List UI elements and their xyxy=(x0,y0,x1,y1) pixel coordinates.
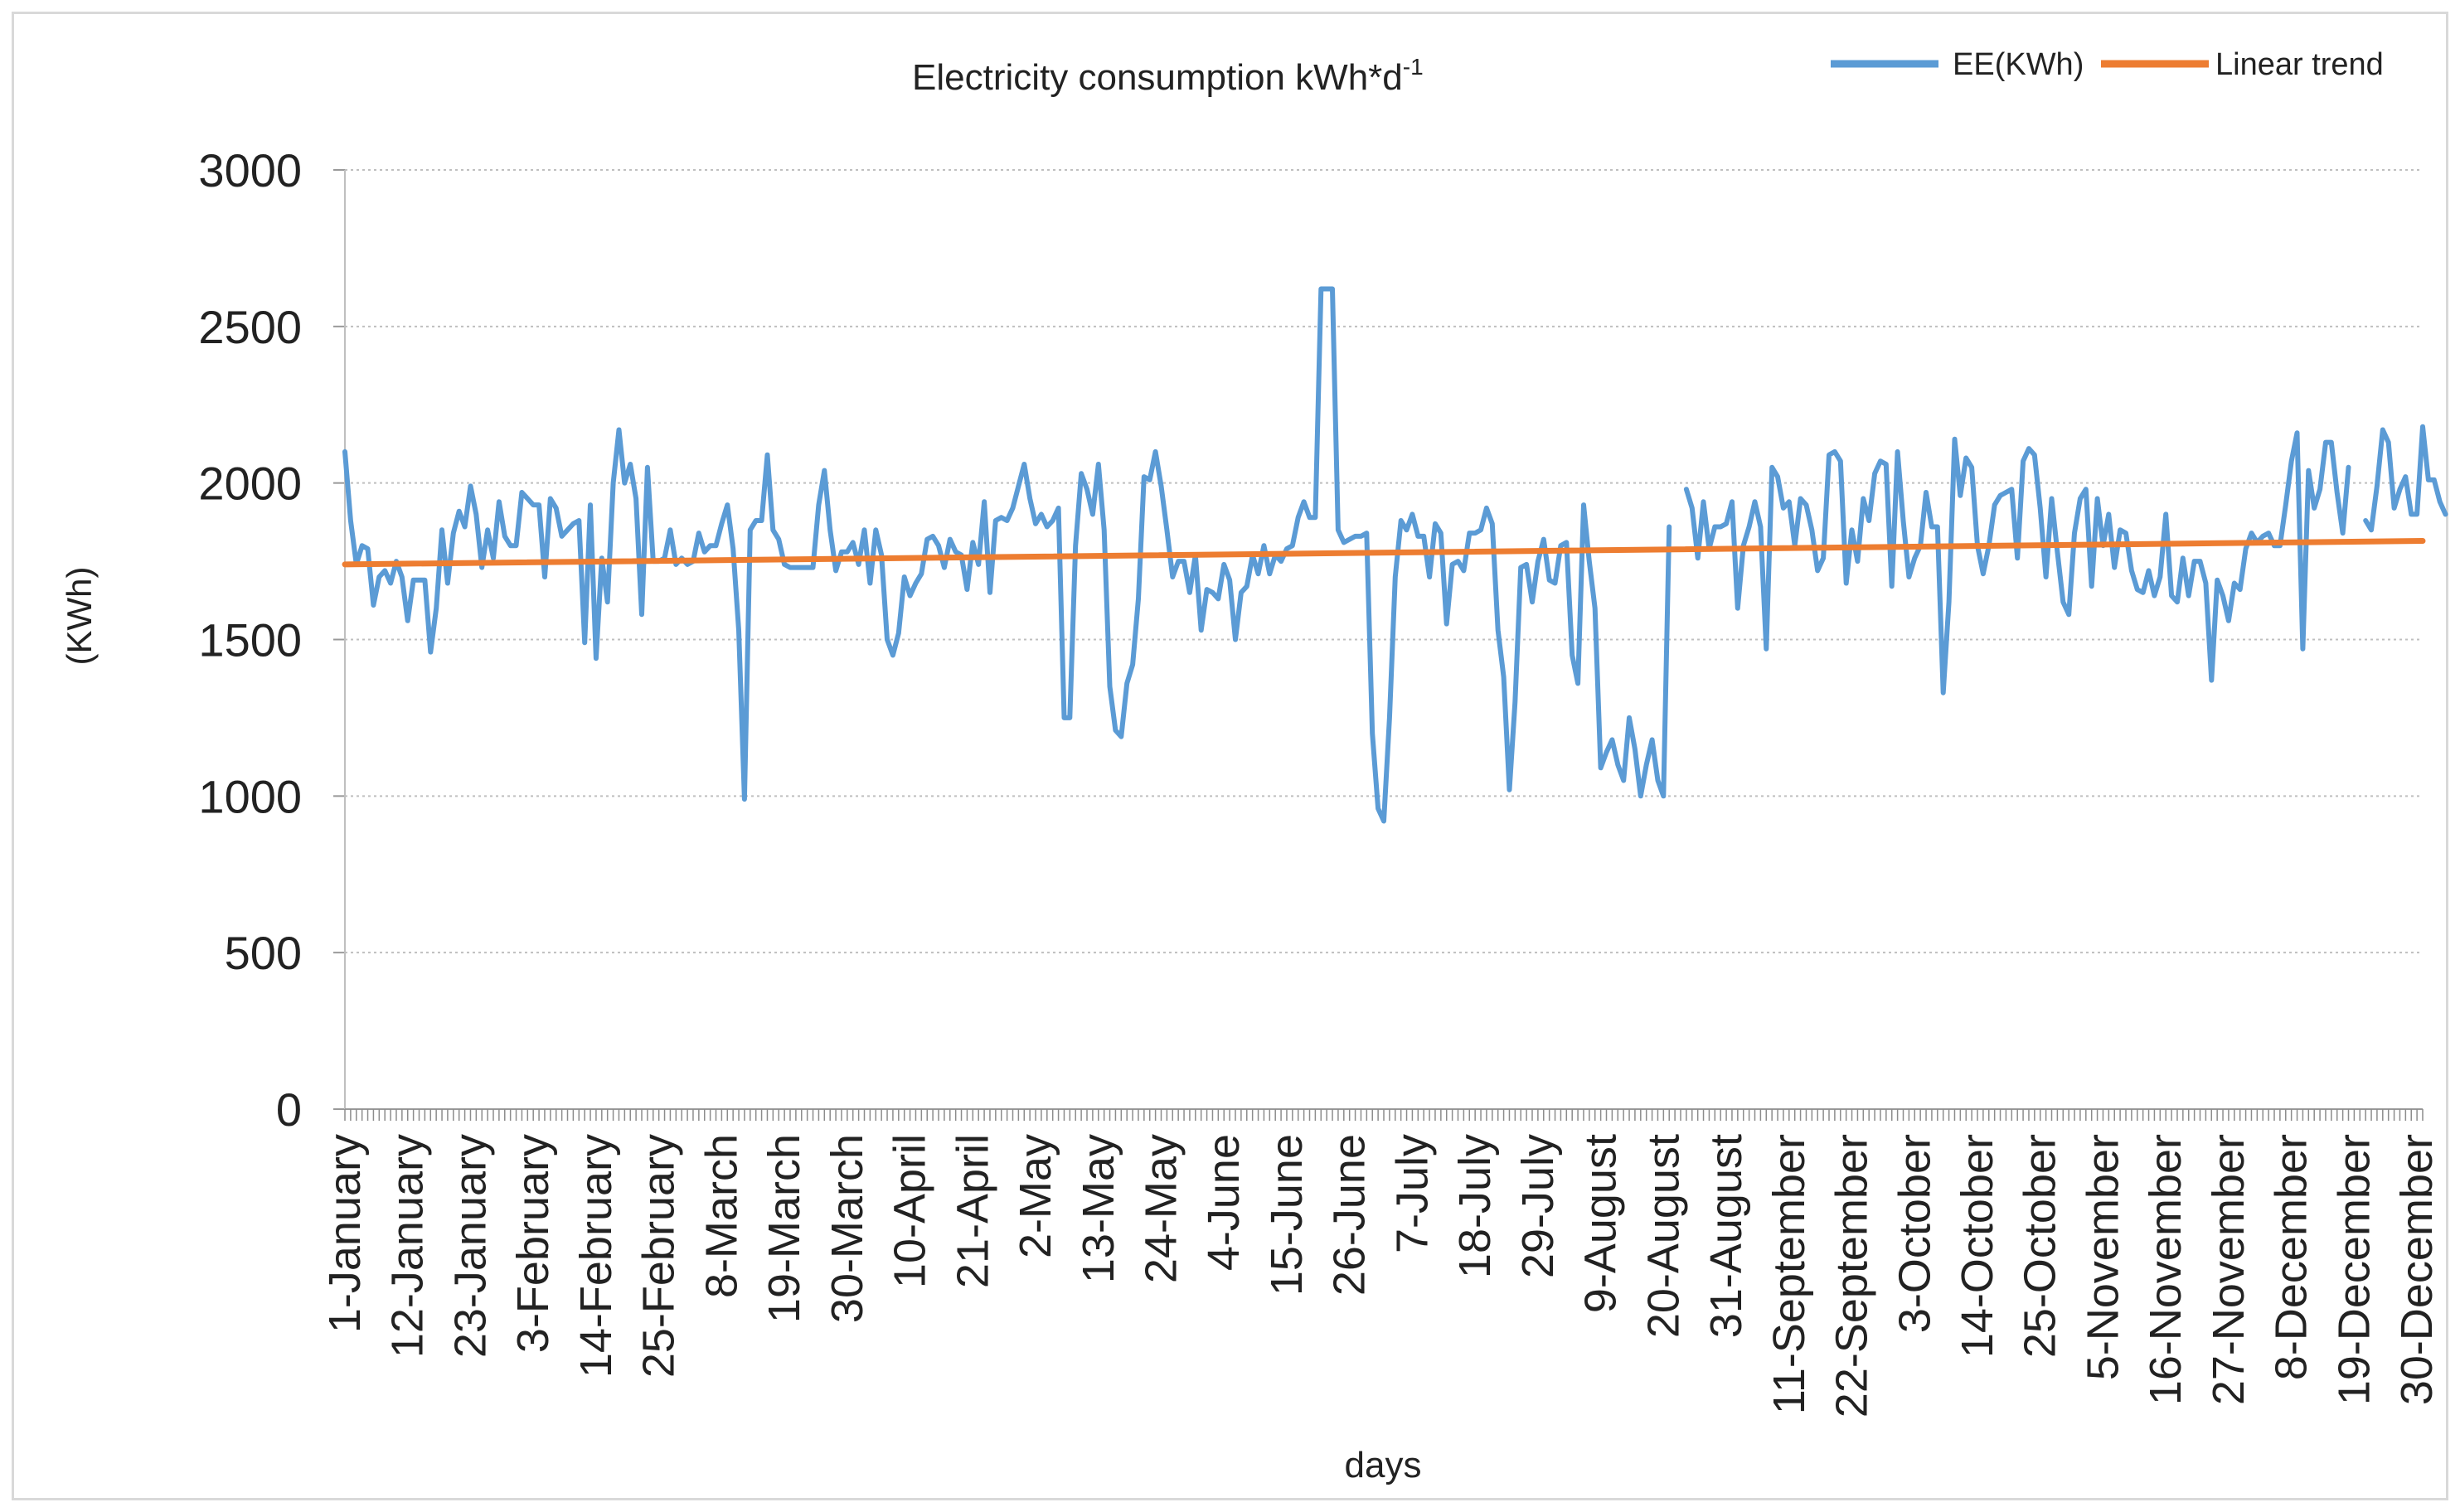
x-tick-label: 15-June xyxy=(1262,1134,1312,1296)
x-tick-label: 12-January xyxy=(383,1134,433,1358)
series-line-ee-segment-2 xyxy=(2363,424,2448,533)
x-tick-label: 30-December xyxy=(2392,1134,2442,1405)
x-tick-label: 19-December xyxy=(2329,1134,2379,1405)
x-tick-label: 24-May xyxy=(1137,1134,1186,1283)
x-tick-label: 13-May xyxy=(1074,1134,1123,1283)
x-tick-label: 20-August xyxy=(1638,1134,1688,1338)
x-tick-label: 23-January xyxy=(445,1134,495,1358)
x-tick-label: 7-July xyxy=(1387,1134,1437,1253)
x-tick-label: 19-March xyxy=(759,1134,809,1323)
y-tick-labels: 0 500 1000 1500 2000 2500 3000 xyxy=(198,144,302,1136)
legend: EE(KWh) Linear trend xyxy=(1831,47,2384,82)
x-tick-labels: 1-January 12-January 23-January 3-February 1… xyxy=(320,1134,2442,1418)
series-line-ee-segment-1 xyxy=(1683,430,2351,695)
x-tick-label: 3-October xyxy=(1890,1134,1939,1333)
x-tick-label: 18-July xyxy=(1450,1134,1500,1278)
x-tick-label: 1-January xyxy=(320,1134,370,1333)
y-tick-label: 0 xyxy=(276,1083,302,1136)
x-tick-label: 10-April xyxy=(886,1134,935,1288)
x-tick-label: 3-February xyxy=(508,1134,558,1353)
x-tick-label: 16-November xyxy=(2141,1134,2191,1405)
y-tick-label: 500 xyxy=(225,927,302,979)
x-tick-label: 22-September xyxy=(1827,1134,1877,1418)
series-layer xyxy=(342,286,2448,824)
x-tick-label: 21-April xyxy=(948,1134,997,1288)
x-tick-label: 26-June xyxy=(1325,1134,1375,1296)
y-tick-label: 1000 xyxy=(198,770,302,822)
y-tick-label: 1500 xyxy=(198,614,302,666)
y-tick-label: 2500 xyxy=(198,301,302,353)
x-tick-label: 29-July xyxy=(1513,1134,1563,1278)
x-tick-label: 25-February xyxy=(634,1134,684,1378)
x-tick-label: 14-February xyxy=(571,1134,621,1378)
x-tick-label: 5-November xyxy=(2078,1134,2128,1380)
grid-lines xyxy=(333,169,2423,1110)
x-tick-label: 14-October xyxy=(1953,1134,2002,1358)
y-axis-title: (KWh) xyxy=(60,567,99,666)
x-tick-label: 27-November xyxy=(2204,1134,2254,1405)
x-tick-label: 31-August xyxy=(1701,1134,1751,1338)
x-tick-label: 8-March xyxy=(696,1134,746,1298)
series-line-linear-trend xyxy=(342,538,2426,568)
x-tick-marks xyxy=(344,1109,2424,1121)
x-tick-label: 25-October xyxy=(2016,1134,2065,1358)
x-tick-label: 4-June xyxy=(1199,1134,1249,1271)
chart-frame xyxy=(12,12,2448,1500)
legend-label-ee: EE(KWh) xyxy=(1953,47,2084,82)
chart-title: Electricity consumption kWh*d-1 xyxy=(912,54,1424,98)
x-tick-label: 2-May xyxy=(1011,1134,1060,1258)
x-tick-label: 9-August xyxy=(1576,1134,1626,1313)
legend-label-trend: Linear trend xyxy=(2215,47,2384,82)
x-tick-label: 30-March xyxy=(822,1134,872,1323)
x-tick-label: 11-September xyxy=(1764,1134,1814,1414)
y-tick-label: 2000 xyxy=(198,458,302,510)
x-tick-label: 8-December xyxy=(2267,1134,2317,1380)
y-tick-label: 3000 xyxy=(198,144,302,196)
series-line-ee-segment-0 xyxy=(342,286,1672,824)
x-axis-title: days xyxy=(1345,1445,1422,1485)
